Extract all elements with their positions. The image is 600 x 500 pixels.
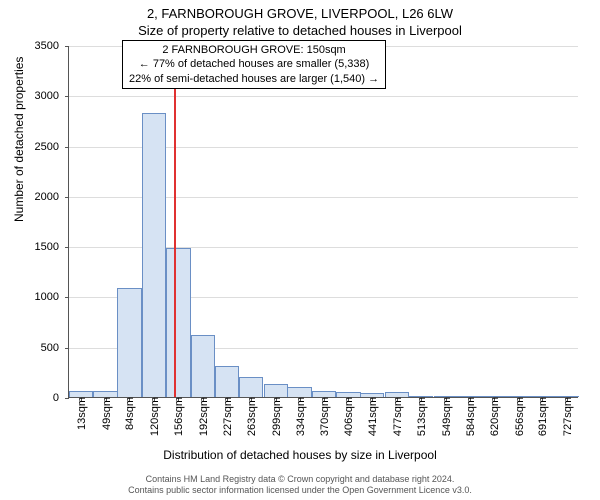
- xtick-label: 477sqm: [390, 397, 404, 436]
- histogram-bar: [506, 396, 530, 397]
- histogram-bar: [336, 392, 360, 397]
- histogram-bar: [264, 384, 288, 397]
- xtick-label: 691sqm: [535, 397, 549, 436]
- xtick-label: 156sqm: [171, 397, 185, 436]
- footer: Contains HM Land Registry data © Crown c…: [0, 474, 600, 496]
- ytick-label: 1000: [35, 291, 69, 303]
- histogram-bar: [409, 396, 433, 397]
- histogram-bar: [215, 366, 239, 397]
- plot-wrap: 050010001500200025003000350013sqm49sqm84…: [68, 46, 578, 398]
- xtick-label: 263sqm: [244, 397, 258, 436]
- xtick-label: 120sqm: [147, 397, 161, 436]
- xtick-label: 441sqm: [365, 397, 379, 436]
- xtick-label: 13sqm: [74, 397, 88, 430]
- plot-area: 050010001500200025003000350013sqm49sqm84…: [68, 46, 578, 398]
- footer-line1: Contains HM Land Registry data © Crown c…: [0, 474, 600, 485]
- ytick-label: 2000: [35, 191, 69, 203]
- title-sub: Size of property relative to detached ho…: [0, 23, 600, 38]
- xtick-label: 49sqm: [99, 397, 113, 430]
- histogram-bar: [385, 392, 409, 397]
- xtick-label: 513sqm: [414, 397, 428, 436]
- ytick-label: 500: [41, 342, 69, 354]
- xtick-label: 227sqm: [220, 397, 234, 436]
- xtick-label: 84sqm: [122, 397, 136, 430]
- histogram-bar: [142, 113, 166, 397]
- xtick-label: 299sqm: [269, 397, 283, 436]
- histogram-bar: [191, 335, 215, 397]
- ytick-label: 3500: [35, 40, 69, 52]
- ytick-label: 0: [53, 392, 69, 404]
- histogram-bar: [239, 377, 263, 397]
- gridline: [69, 96, 578, 97]
- histogram-bar: [93, 391, 117, 397]
- histogram-bar: [457, 396, 481, 397]
- annotation-line2: ← 77% of detached houses are smaller (5,…: [129, 57, 379, 71]
- histogram-bar: [360, 393, 384, 397]
- histogram-bar: [287, 387, 311, 397]
- xtick-label: 370sqm: [317, 397, 331, 436]
- ytick-label: 1500: [35, 241, 69, 253]
- ytick-label: 2500: [35, 141, 69, 153]
- xtick-label: 727sqm: [560, 397, 574, 436]
- xtick-label: 549sqm: [439, 397, 453, 436]
- histogram-bar: [117, 288, 141, 397]
- xtick-label: 620sqm: [487, 397, 501, 436]
- annotation-box: 2 FARNBOROUGH GROVE: 150sqm ← 77% of det…: [122, 40, 386, 89]
- xtick-label: 656sqm: [512, 397, 526, 436]
- footer-line2: Contains public sector information licen…: [0, 485, 600, 496]
- histogram-bar: [482, 396, 506, 397]
- histogram-bar: [555, 396, 579, 397]
- chart-container: 2, FARNBOROUGH GROVE, LIVERPOOL, L26 6LW…: [0, 0, 600, 500]
- histogram-bar: [69, 391, 93, 397]
- ytick-label: 3000: [35, 90, 69, 102]
- x-axis-label: Distribution of detached houses by size …: [0, 448, 600, 462]
- histogram-bar: [166, 248, 190, 397]
- title-main: 2, FARNBOROUGH GROVE, LIVERPOOL, L26 6LW: [0, 6, 600, 21]
- xtick-label: 334sqm: [293, 397, 307, 436]
- title-block: 2, FARNBOROUGH GROVE, LIVERPOOL, L26 6LW…: [0, 0, 600, 38]
- xtick-label: 406sqm: [341, 397, 355, 436]
- xtick-label: 584sqm: [463, 397, 477, 436]
- histogram-bar: [434, 396, 458, 397]
- histogram-bar: [312, 391, 336, 397]
- marker-line: [174, 46, 176, 397]
- annotation-line1: 2 FARNBOROUGH GROVE: 150sqm: [129, 43, 379, 57]
- histogram-bar: [530, 396, 554, 397]
- xtick-label: 192sqm: [196, 397, 210, 436]
- annotation-line3: 22% of semi-detached houses are larger (…: [129, 72, 379, 86]
- y-axis-label: Number of detached properties: [12, 57, 26, 222]
